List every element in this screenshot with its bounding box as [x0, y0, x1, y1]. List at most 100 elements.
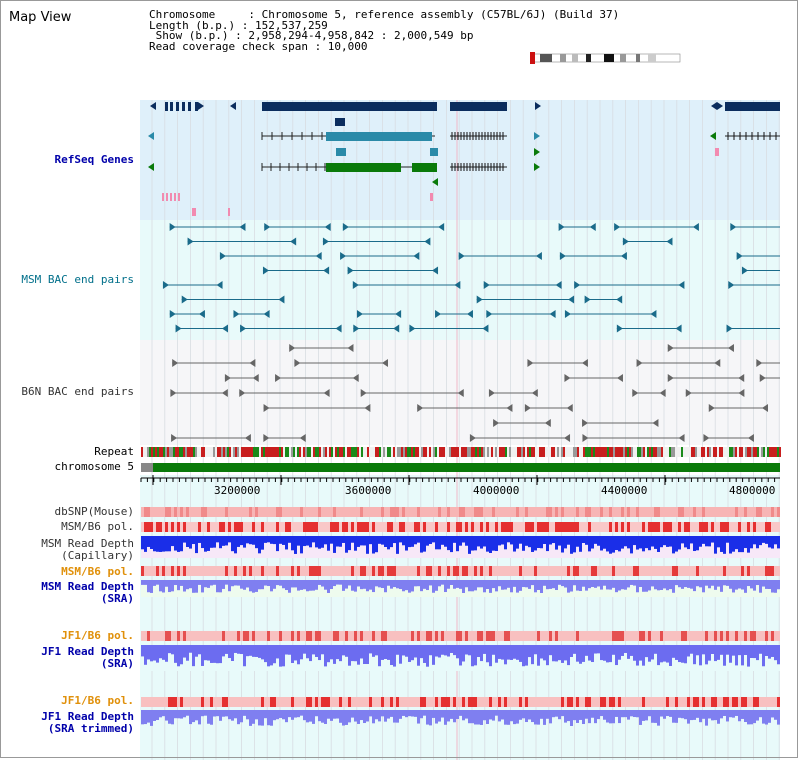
polymorphism-density-cell — [678, 522, 681, 532]
track-label-msm-bac[interactable]: MSM BAC end pairs — [21, 273, 134, 286]
repeat-element — [533, 447, 535, 457]
polymorphism-density-cell — [330, 697, 333, 707]
read-depth-bar — [561, 645, 564, 663]
read-depth-bar — [702, 645, 705, 655]
read-depth-bar — [399, 645, 402, 664]
polymorphism-density-cell — [483, 566, 486, 576]
bac-end-marker — [458, 252, 465, 260]
repeat-element — [697, 447, 699, 457]
read-depth-bar — [591, 710, 594, 718]
read-depth-bar — [405, 645, 408, 657]
read-depth-bar — [561, 536, 564, 553]
bac-end-marker — [558, 223, 565, 231]
polymorphism-density-cell — [531, 507, 534, 517]
repeat-element — [767, 447, 769, 457]
polymorphism-density-cell — [777, 697, 780, 707]
track-label-jf1-depth-sra[interactable]: JF1 Read Depth — [41, 645, 134, 658]
read-depth-bar — [201, 536, 204, 549]
polymorphism-density-cell — [465, 566, 468, 576]
polymorphism-density-cell — [252, 631, 255, 641]
read-depth-bar — [189, 710, 192, 725]
repeat-element — [655, 447, 657, 457]
polymorphism-density-cell — [594, 631, 597, 641]
polymorphism-density-cell — [396, 566, 399, 576]
read-depth-bar — [717, 710, 720, 724]
read-depth-bar — [627, 645, 630, 659]
read-depth-bar — [456, 536, 459, 552]
read-depth-bar — [228, 580, 231, 592]
track-label-msm-depth-sra[interactable]: MSM Read Depth — [41, 580, 134, 593]
polymorphism-density-cell — [507, 522, 510, 532]
track-label-refseq[interactable]: RefSeq Genes — [54, 153, 134, 166]
track-label-msm-b6-pol-2[interactable]: MSM/B6 pol. — [61, 565, 134, 578]
polymorphism-density-cell — [582, 522, 585, 532]
read-depth-bar — [537, 645, 540, 666]
bac-end-marker — [263, 404, 270, 412]
polymorphism-density-cell — [555, 631, 558, 641]
bac-end-marker — [364, 404, 371, 412]
read-depth-bar — [768, 710, 771, 723]
repeat-element — [145, 447, 147, 457]
polymorphism-density-cell — [222, 697, 225, 707]
read-depth-bar — [282, 536, 285, 545]
read-depth-bar — [402, 580, 405, 592]
polymorphism-density-cell — [492, 697, 495, 707]
polymorphism-density-cell — [630, 566, 633, 576]
track-label-jf1-depth-trimmed[interactable]: JF1 Read Depth — [41, 710, 134, 723]
repeat-element — [521, 447, 523, 457]
repeat-element — [663, 447, 665, 457]
track-label-jf1-b6-pol-2[interactable]: JF1/B6 pol. — [61, 694, 134, 707]
read-depth-bar — [276, 536, 279, 552]
polymorphism-density-cell — [342, 566, 345, 576]
polymorphism-density-cell — [627, 697, 630, 707]
read-depth-bar — [405, 580, 408, 591]
polymorphism-density-cell — [759, 522, 762, 532]
read-depth-bar — [696, 645, 699, 656]
repeat-element — [669, 447, 671, 457]
polymorphism-density-cell — [408, 631, 411, 641]
polymorphism-density-cell — [468, 507, 471, 517]
read-depth-bar — [633, 645, 636, 661]
track-label-msm-b6-pol[interactable]: MSM/B6 pol. — [61, 520, 134, 533]
read-depth-bar — [744, 580, 747, 593]
polymorphism-density-cell — [219, 631, 222, 641]
read-depth-bar — [177, 580, 180, 591]
read-depth-bar — [627, 580, 630, 588]
polymorphism-density-cell — [291, 522, 294, 532]
repeat-element — [149, 447, 151, 457]
read-depth-bar — [369, 645, 372, 654]
track-label-jf1-b6-pol[interactable]: JF1/B6 pol. — [61, 629, 134, 642]
read-depth-bar — [477, 580, 480, 588]
read-depth-bar — [207, 710, 210, 724]
read-depth-bar — [393, 710, 396, 723]
read-depth-bar — [549, 580, 552, 589]
chromosome-info: Chromosome : Chromosome 5, reference ass… — [149, 9, 619, 52]
polymorphism-density-cell — [510, 507, 513, 517]
repeat-element — [595, 447, 597, 457]
read-depth-bar — [174, 645, 177, 663]
polymorphism-density-cell — [477, 522, 480, 532]
read-depth-bar — [354, 710, 357, 722]
repeat-element — [335, 447, 337, 457]
read-depth-bar — [417, 580, 420, 587]
read-depth-bar — [669, 645, 672, 666]
read-depth-bar — [594, 710, 597, 724]
repeat-element — [689, 447, 691, 457]
track-label-b6n-bac[interactable]: B6N BAC end pairs — [21, 385, 134, 398]
polymorphism-density-cell — [243, 507, 246, 517]
read-depth-bar — [639, 580, 642, 587]
repeat-element — [359, 447, 361, 457]
polymorphism-density-cell — [495, 507, 498, 517]
read-depth-bar — [699, 645, 702, 666]
polymorphism-density-cell — [225, 507, 228, 517]
repeat-element — [637, 447, 639, 457]
polymorphism-density-cell — [369, 697, 372, 707]
track-label-msm-depth-capillary[interactable]: MSM Read Depth — [41, 537, 134, 550]
gene-exon — [182, 102, 185, 111]
repeat-element — [213, 447, 215, 457]
polymorphism-density-cell — [654, 697, 657, 707]
read-depth-bar — [150, 645, 153, 662]
track-label-dbsnp[interactable]: dbSNP(Mouse) — [54, 505, 134, 518]
polymorphism-density-cell — [681, 697, 684, 707]
